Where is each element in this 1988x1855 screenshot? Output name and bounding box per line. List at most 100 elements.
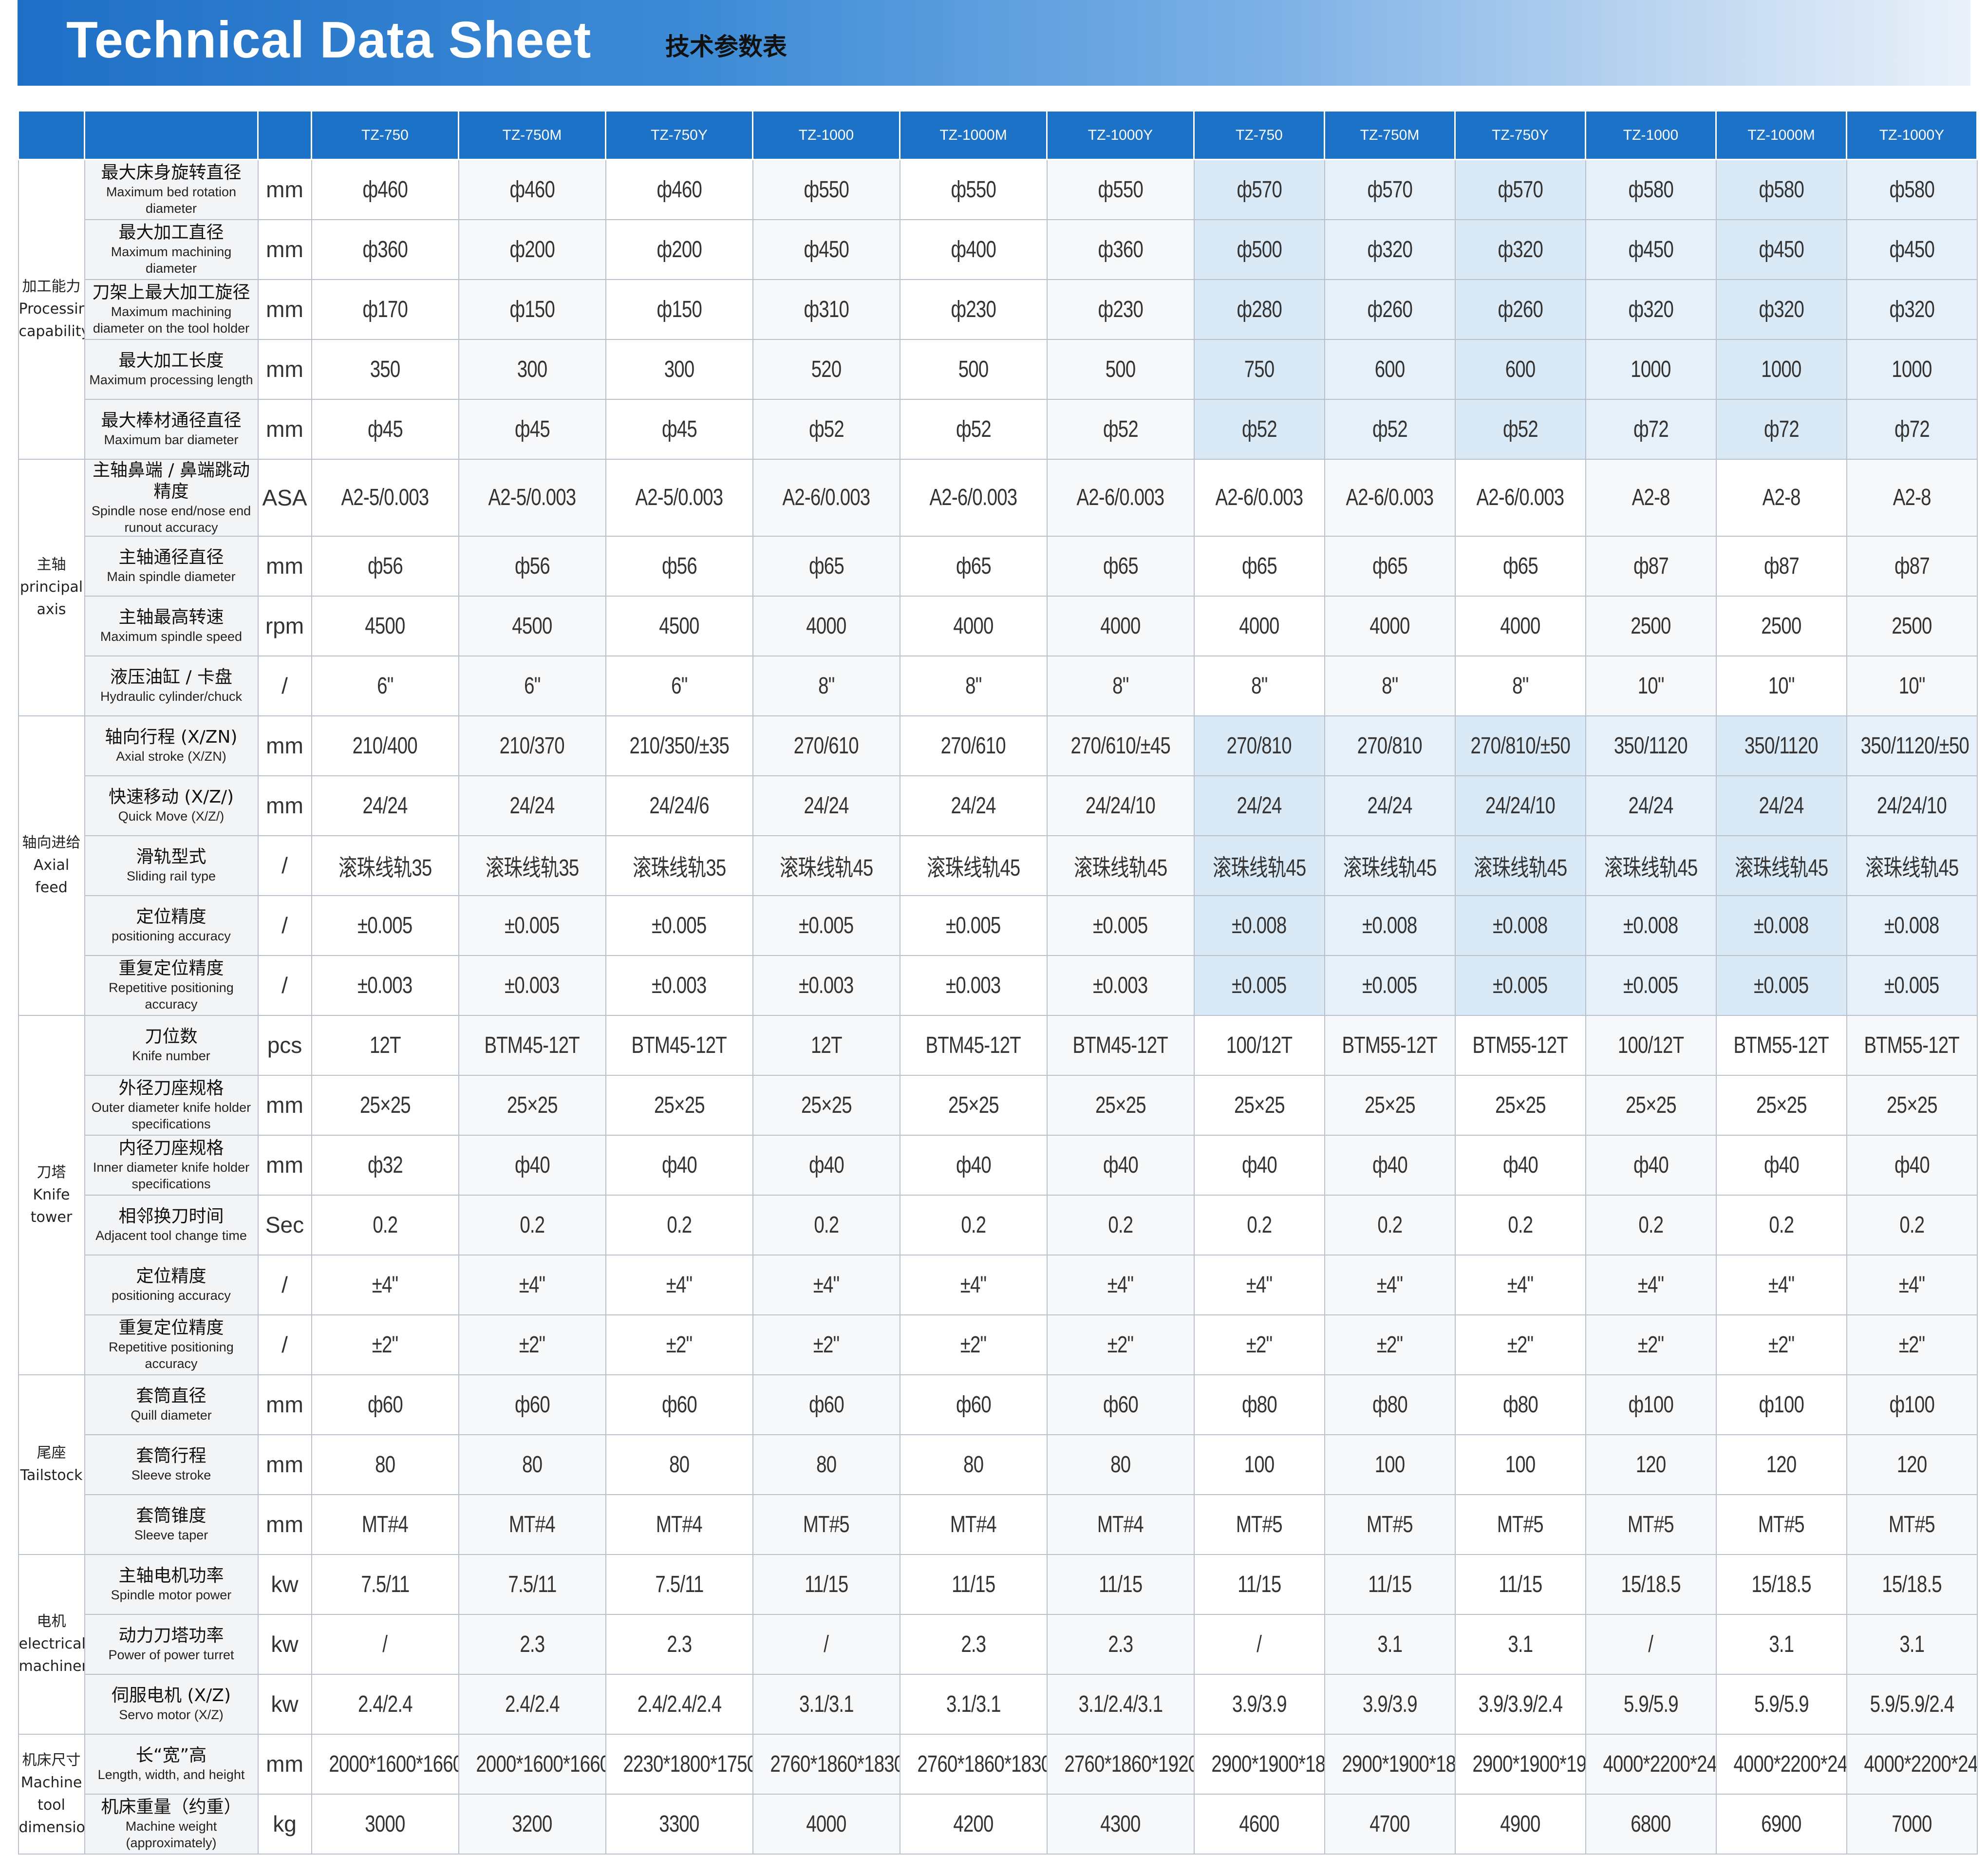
value-text: ф60 [367,1391,403,1418]
value-cell: ±2" [1585,1314,1717,1375]
value-cell: 滚珠线轨45 [1585,835,1717,896]
item-cell: 主轴电机功率 Spindle motor power [84,1554,259,1615]
unit-cell: mm [257,1374,312,1435]
value-text: 270/810 [1226,732,1292,759]
value-cell: 7.5/11 [311,1554,459,1615]
item-label-zh: 伺服电机 (X/Z) [112,1686,231,1705]
item-cell: 伺服电机 (X/Z) Servo motor (X/Z) [84,1673,259,1735]
value-text: ±0.005 [1884,972,1939,998]
table-row: 快速移动 (X/Z/) Quick Move (X/Z/) mm 24/24 24/24… [19,775,1978,836]
value-text: 2900*1900*1880 [1341,1751,1455,1777]
item-label-zh: 套筒直径 [136,1386,206,1406]
value-cell: 4000 [1454,595,1586,656]
value-text: 滚珠线轨45 [1604,855,1698,881]
table-row: 电机 electrical machinery 主轴电机功率 Spindle moto… [18,1554,1978,1735]
value-text: A2-6/0.003 [929,485,1018,510]
unit-cell: mm [257,715,312,776]
model-header-cell: TZ-750 [1193,110,1325,160]
value-text: 2900*1900*1920 [1472,1751,1586,1777]
value-text: ф52 [1372,416,1408,442]
value-cell: ф320 [1715,279,1847,340]
spec-table: TZ-750 TZ-750M TZ-750Y TZ-1000 TZ-1000M TZ-10… [18,110,1978,1855]
value-text: ф200 [656,236,702,262]
value-text: ф52 [956,416,992,442]
value-text: ф320 [1498,236,1543,262]
value-text: ±2" [1637,1331,1664,1358]
value-cell: BTM45-12T [899,1014,1048,1076]
category-cell: 电机 electrical machinery [18,1554,85,1735]
value-text: BTM55-12T [1472,1032,1568,1058]
value-text: 滚珠线轨45 [1865,855,1959,881]
value-cell: ±2" [1046,1314,1195,1375]
value-text: 100 [1374,1451,1405,1478]
value-cell: 滚珠线轨35 [458,835,606,896]
value-cell: 7.5/11 [605,1554,753,1615]
value-text: 0.2 [1768,1212,1794,1238]
item-cell: 最大床身旋转直径 Maximum bed rotation diameter [84,159,259,220]
value-text: ±4" [1507,1272,1534,1298]
value-cell: ±0.005 [1846,955,1978,1016]
value-text: A2-8 [1632,485,1670,510]
unit-cell: mm [257,1434,312,1495]
value-cell: ф150 [458,279,606,340]
value-cell: MT#4 [605,1494,753,1555]
value-cell: 4500 [458,595,606,656]
unit-cell: rpm [257,595,312,656]
value-cell: ф320 [1585,279,1717,340]
value-text: 4600 [1239,1811,1279,1837]
value-cell: 3.1 [1846,1613,1978,1675]
value-cell: ф170 [311,279,459,340]
value-cell: 5.9/5.9/2.4 [1846,1673,1978,1735]
value-text: ф100 [1628,1391,1673,1418]
value-cell: ф40 [1585,1134,1717,1196]
value-cell: 4500 [605,595,753,656]
value-cell: MT#5 [1454,1494,1586,1555]
value-cell: ±2" [752,1314,900,1375]
value-cell: 7000 [1846,1793,1978,1855]
value-cell: 350 [311,338,459,400]
item-label-en: positioning accuracy [112,929,231,943]
value-cell: 2.3 [899,1613,1048,1675]
value-text: 0.2 [813,1212,839,1238]
item-label-en: Sliding rail type [126,869,216,883]
value-cell: 2.4/2.4 [458,1673,606,1735]
value-cell: ±4" [1324,1254,1456,1315]
value-text: ф260 [1498,296,1543,322]
item-cell: 最大棒材通径直径 Maximum bar diameter [84,398,259,460]
value-cell: 2.3 [1046,1613,1195,1675]
value-text: 滚珠线轨45 [926,855,1020,881]
value-cell: ±0.003 [605,955,753,1016]
value-text: BTM55-12T [1342,1032,1438,1058]
value-cell: ф450 [1715,219,1847,280]
value-text: MT#4 [950,1511,997,1537]
value-text: ф150 [656,296,702,322]
item-label-zh: 机床重量（约重） [101,1797,242,1817]
value-cell: ф40 [1846,1134,1978,1196]
value-cell: 2500 [1585,595,1717,656]
value-cell: ±0.005 [311,895,459,956]
value-cell: 600 [1324,338,1456,400]
category-cell: 主轴 principal axis [18,458,85,716]
value-cell: 4500 [311,595,459,656]
value-cell: 24/24 [1193,775,1325,836]
unit-cell: ASA [257,458,312,537]
value-cell: A2-6/0.003 [1046,458,1195,537]
unit-cell: mm [257,535,312,597]
value-cell: MT#5 [1193,1494,1325,1555]
item-label-zh: 内径刀座规格 [118,1138,224,1158]
value-cell: ±0.005 [1193,955,1325,1016]
value-cell: ф45 [311,398,459,460]
value-text: 2000*1600*1660 [328,1751,459,1777]
value-text: ±4" [1898,1272,1925,1298]
value-cell: 80 [458,1434,606,1495]
value-text: 24/24 [1237,792,1282,819]
value-text: ±0.008 [1232,912,1287,938]
value-cell: BTM45-12T [1046,1014,1195,1076]
value-text: / [824,1631,829,1657]
value-text: ±0.008 [1493,912,1548,938]
value-cell: 11/15 [899,1554,1048,1615]
value-text: 4500 [659,613,699,639]
value-cell: 350/1120/±50 [1846,715,1978,776]
value-text: BTM45-12T [925,1032,1021,1058]
value-cell: ф580 [1846,159,1978,220]
